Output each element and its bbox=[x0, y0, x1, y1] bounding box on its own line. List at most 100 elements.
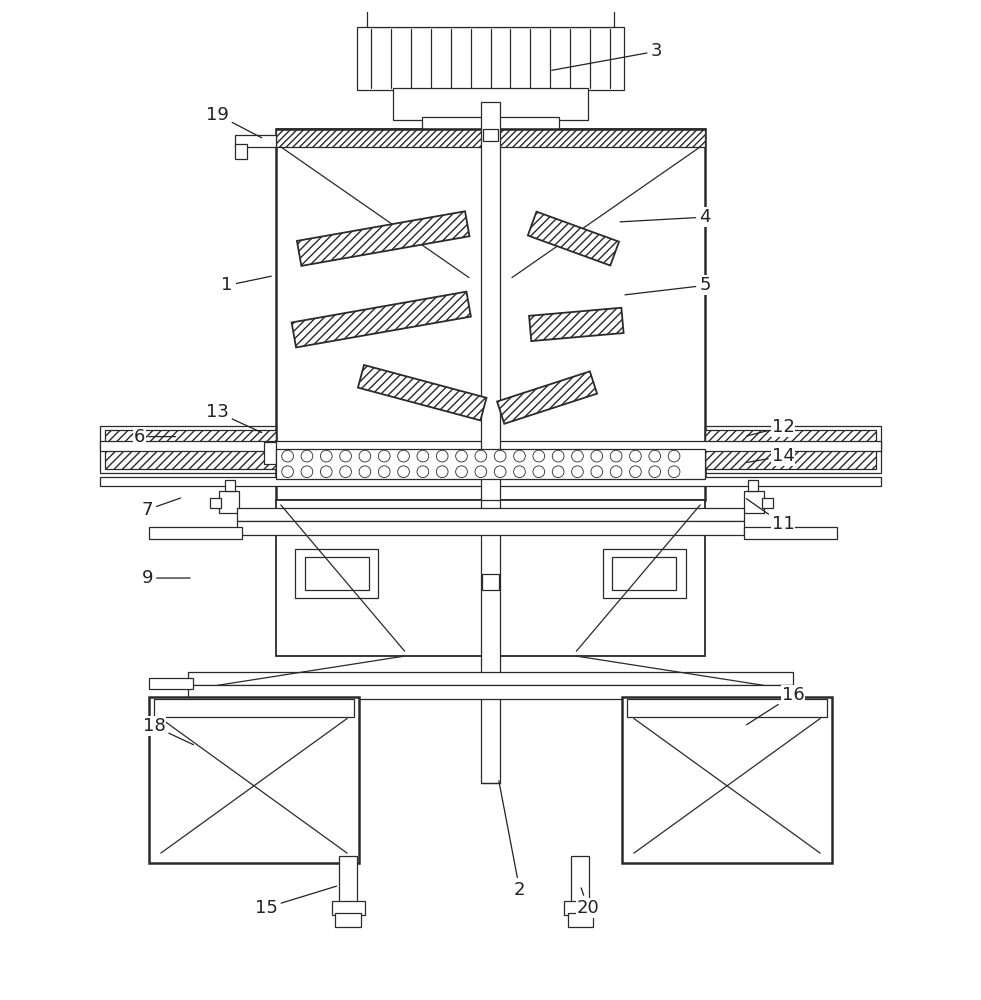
Polygon shape bbox=[497, 371, 597, 424]
Circle shape bbox=[301, 466, 313, 478]
Bar bbox=[336, 913, 361, 927]
Circle shape bbox=[455, 466, 467, 478]
Bar bbox=[220, 491, 238, 513]
Bar bbox=[234, 135, 276, 147]
Bar bbox=[393, 88, 588, 120]
Text: 5: 5 bbox=[625, 276, 711, 295]
Circle shape bbox=[552, 450, 564, 462]
Bar bbox=[705, 430, 876, 469]
Bar bbox=[105, 430, 276, 469]
Bar bbox=[188, 685, 793, 699]
Circle shape bbox=[359, 450, 371, 462]
Text: 14: 14 bbox=[747, 447, 795, 465]
Circle shape bbox=[455, 450, 467, 462]
Bar bbox=[622, 697, 832, 863]
Polygon shape bbox=[528, 212, 619, 266]
Circle shape bbox=[494, 466, 506, 478]
Bar bbox=[149, 678, 193, 689]
Circle shape bbox=[610, 450, 622, 462]
Bar bbox=[234, 144, 246, 159]
Text: 7: 7 bbox=[141, 498, 181, 519]
Polygon shape bbox=[291, 292, 471, 347]
Bar bbox=[154, 699, 354, 717]
Text: 6: 6 bbox=[133, 428, 176, 446]
Circle shape bbox=[552, 466, 564, 478]
Bar bbox=[481, 498, 500, 783]
Circle shape bbox=[475, 466, 487, 478]
Text: 16: 16 bbox=[747, 686, 804, 725]
Circle shape bbox=[321, 466, 333, 478]
Circle shape bbox=[648, 450, 660, 462]
Bar bbox=[564, 901, 596, 915]
Circle shape bbox=[321, 450, 333, 462]
Bar bbox=[210, 699, 233, 798]
Bar bbox=[568, 913, 593, 927]
Text: 1: 1 bbox=[222, 276, 271, 294]
Circle shape bbox=[339, 466, 351, 478]
Text: 2: 2 bbox=[498, 781, 526, 899]
Text: 11: 11 bbox=[747, 499, 795, 533]
Circle shape bbox=[301, 450, 313, 462]
Circle shape bbox=[282, 466, 293, 478]
Circle shape bbox=[533, 450, 544, 462]
Bar bbox=[745, 527, 837, 539]
Polygon shape bbox=[529, 308, 624, 341]
Bar bbox=[422, 117, 559, 131]
Text: 15: 15 bbox=[255, 886, 336, 917]
Bar bbox=[749, 480, 757, 491]
Bar bbox=[339, 856, 357, 905]
Circle shape bbox=[359, 466, 371, 478]
Circle shape bbox=[397, 466, 409, 478]
Bar bbox=[276, 129, 705, 500]
Bar bbox=[602, 549, 686, 598]
Circle shape bbox=[417, 466, 429, 478]
Bar bbox=[100, 426, 276, 473]
Bar bbox=[100, 441, 881, 451]
Circle shape bbox=[668, 466, 680, 478]
Text: 12: 12 bbox=[747, 418, 795, 436]
Text: 3: 3 bbox=[551, 42, 662, 70]
Circle shape bbox=[379, 450, 390, 462]
Bar bbox=[100, 477, 881, 486]
Circle shape bbox=[379, 466, 390, 478]
Circle shape bbox=[572, 466, 584, 478]
Bar bbox=[705, 426, 881, 473]
Circle shape bbox=[591, 450, 602, 462]
Circle shape bbox=[572, 450, 584, 462]
Bar bbox=[226, 480, 234, 491]
Bar bbox=[149, 697, 359, 863]
Bar bbox=[749, 699, 773, 798]
Text: 20: 20 bbox=[577, 888, 599, 917]
Bar bbox=[264, 442, 276, 464]
Circle shape bbox=[668, 450, 680, 462]
Circle shape bbox=[630, 450, 642, 462]
Circle shape bbox=[397, 450, 409, 462]
Text: 4: 4 bbox=[620, 208, 711, 226]
Circle shape bbox=[591, 466, 602, 478]
Bar bbox=[481, 102, 500, 500]
Polygon shape bbox=[297, 211, 470, 266]
Bar bbox=[236, 508, 745, 521]
Bar bbox=[745, 491, 763, 513]
Text: 9: 9 bbox=[141, 569, 190, 587]
Bar bbox=[612, 557, 676, 590]
Circle shape bbox=[437, 466, 448, 478]
Circle shape bbox=[437, 450, 448, 462]
Bar bbox=[276, 500, 705, 656]
Circle shape bbox=[282, 450, 293, 462]
Bar bbox=[332, 901, 365, 915]
Bar bbox=[367, 9, 614, 27]
Circle shape bbox=[494, 450, 506, 462]
Circle shape bbox=[610, 466, 622, 478]
Circle shape bbox=[533, 466, 544, 478]
Bar bbox=[572, 856, 589, 905]
Polygon shape bbox=[358, 365, 487, 420]
Bar bbox=[761, 498, 773, 508]
Circle shape bbox=[630, 466, 642, 478]
Text: 19: 19 bbox=[206, 106, 262, 138]
Bar bbox=[482, 574, 499, 590]
Bar bbox=[357, 27, 624, 90]
Circle shape bbox=[514, 450, 526, 462]
Bar bbox=[236, 521, 745, 535]
Circle shape bbox=[648, 466, 660, 478]
